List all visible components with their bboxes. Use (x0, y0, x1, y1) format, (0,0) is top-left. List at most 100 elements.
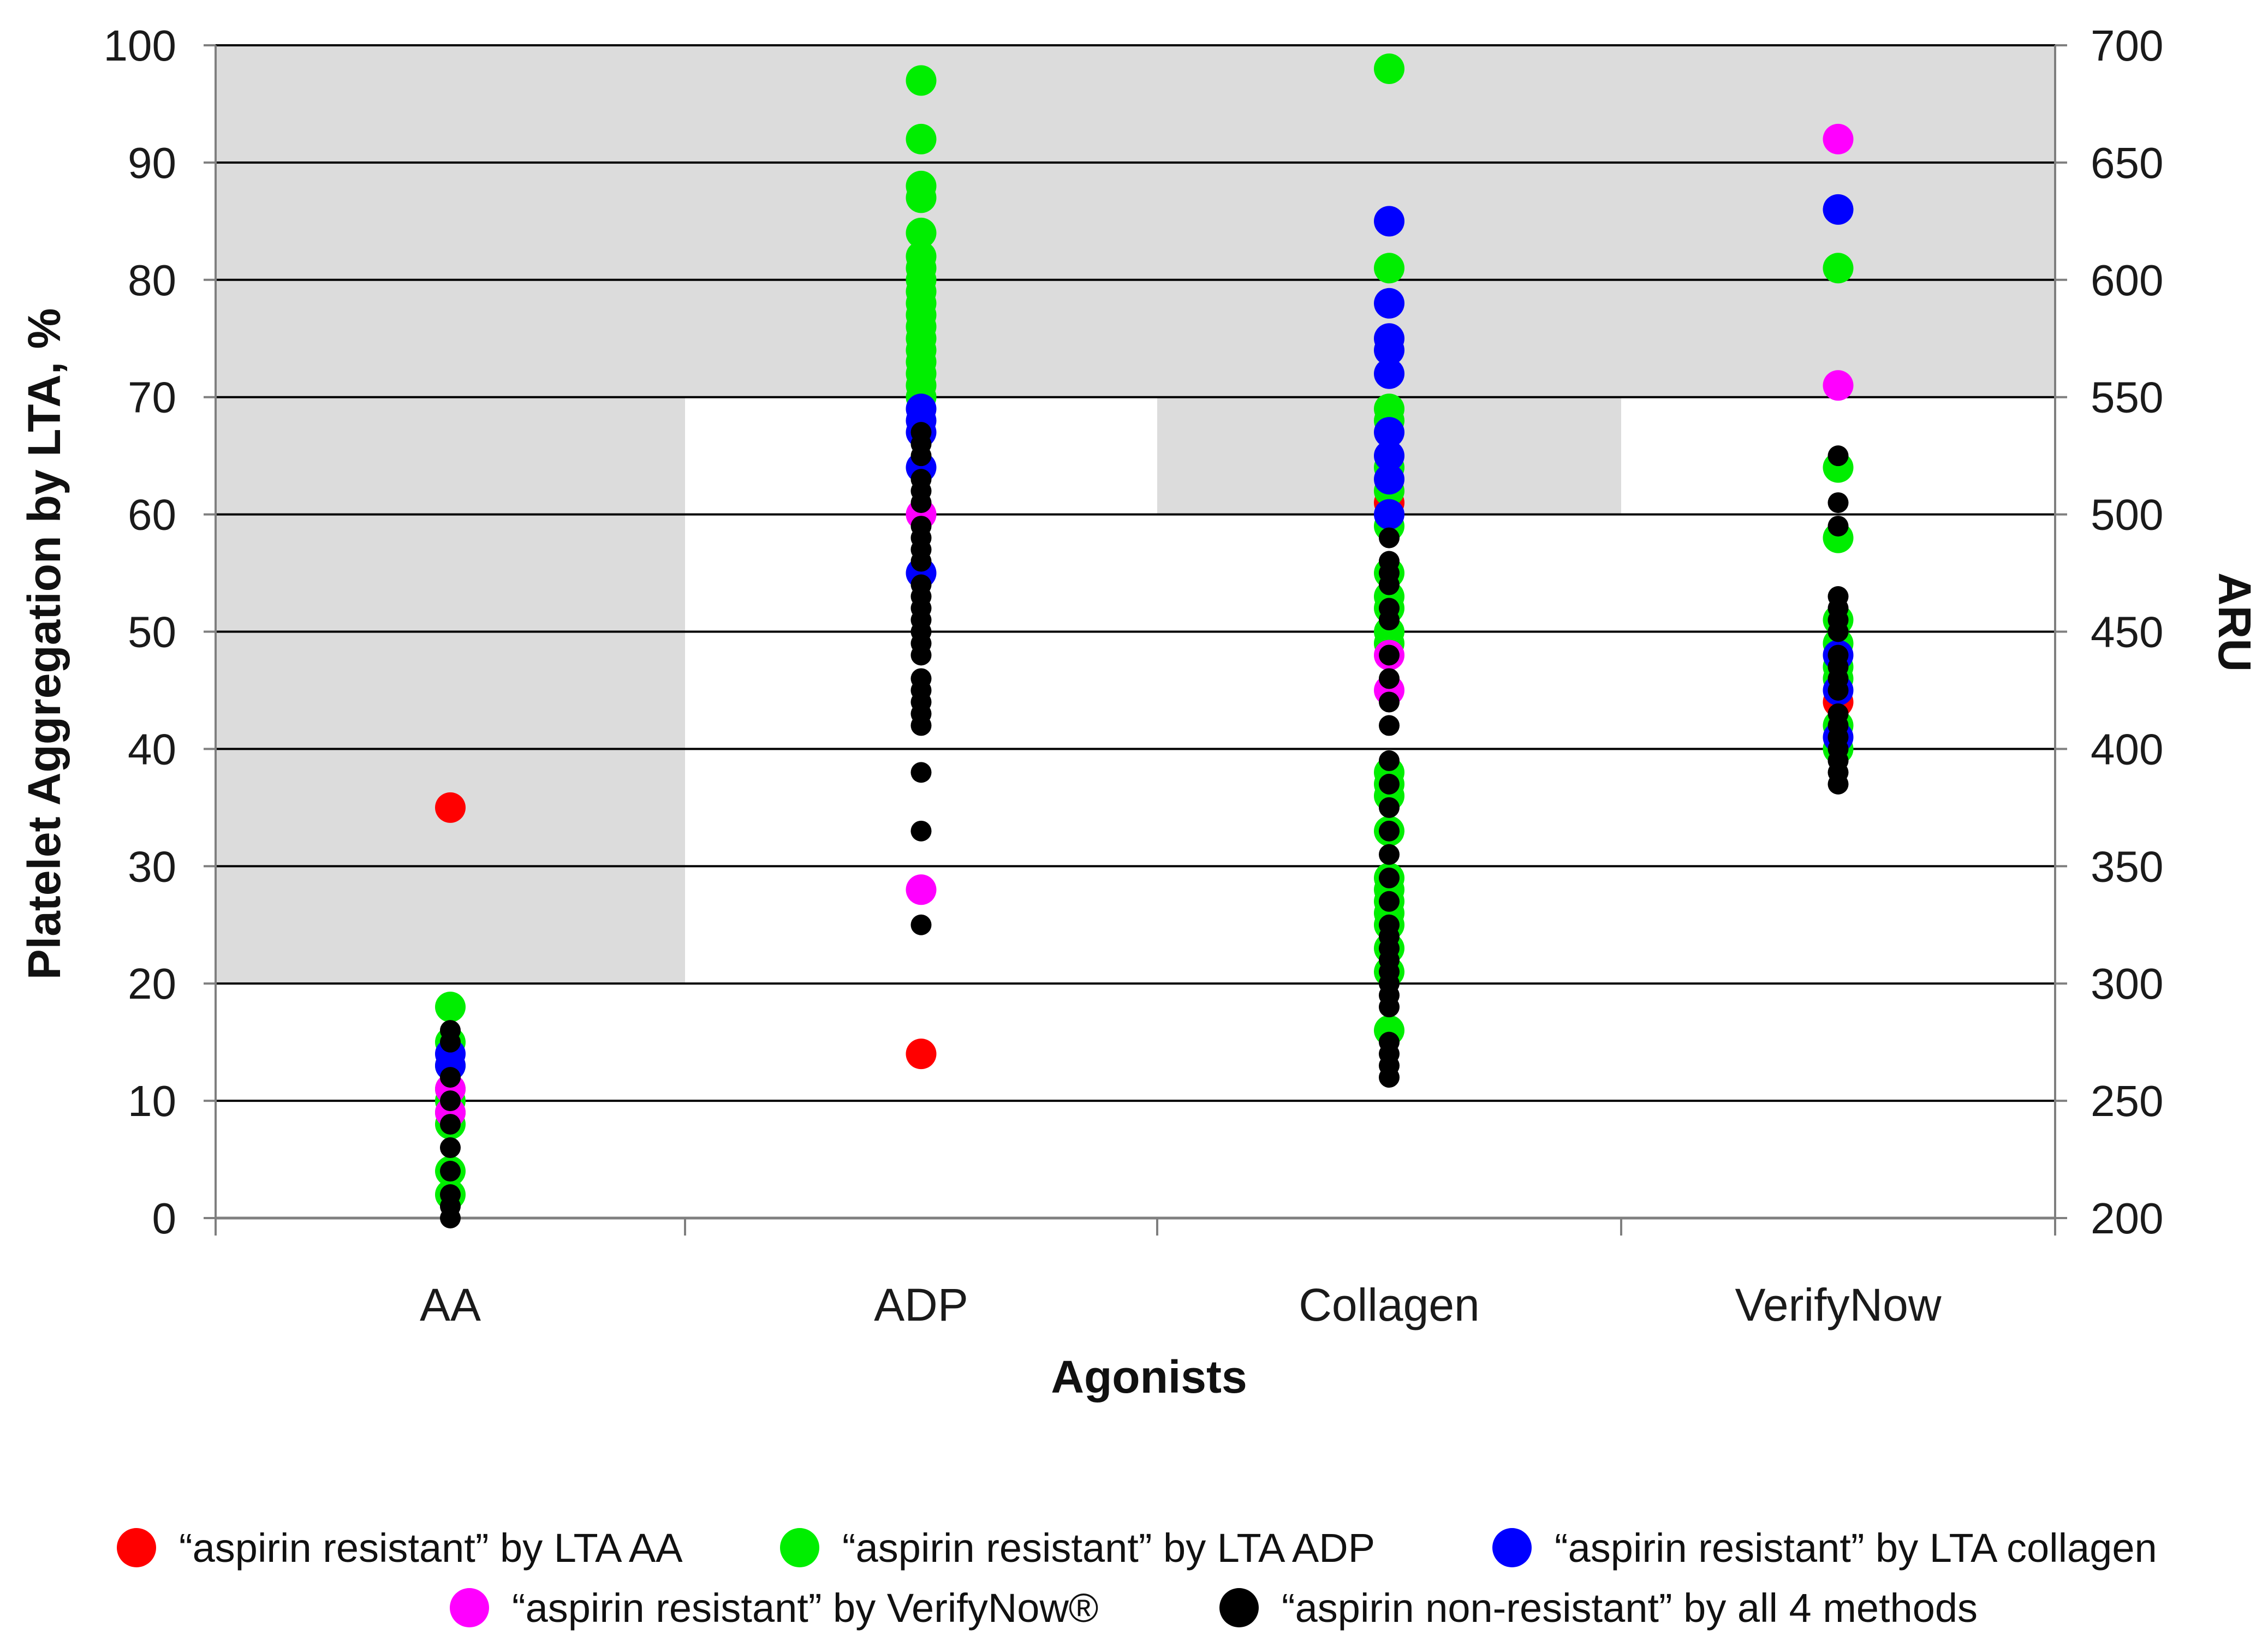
y-tick-label: 60 (128, 491, 176, 539)
y-tick-label: 20 (128, 959, 176, 1008)
axes (204, 44, 2067, 1236)
data-point (906, 1039, 937, 1070)
y2-tick-label: 550 (2091, 373, 2163, 422)
y2-tick-label: 700 (2091, 21, 2163, 70)
legend-item: “aspirin resistant” by VerifyNow® (450, 1585, 1098, 1631)
gridlines (216, 44, 2055, 1219)
data-point (440, 1208, 461, 1228)
legend-label: “aspirin resistant” by LTA ADP (842, 1525, 1375, 1571)
data-point (440, 1137, 461, 1159)
data-point (1374, 358, 1404, 389)
data-point (1823, 123, 1854, 154)
data-point (440, 1090, 461, 1112)
data-point (906, 217, 937, 248)
data-point (440, 1114, 461, 1135)
legend-item: “aspirin resistant” by LTA collagen (1492, 1525, 2157, 1571)
y-axis-title: Platelet Aggregation by LTA, % (19, 308, 70, 980)
y2-tick-label: 450 (2091, 608, 2163, 657)
y-tick-label: 0 (152, 1194, 177, 1243)
data-point (910, 551, 932, 572)
legend-item: “aspirin non-resistant” by all 4 methods (1219, 1585, 1978, 1631)
data-point (906, 65, 937, 96)
data-point (1379, 867, 1400, 888)
data-point (906, 182, 937, 213)
series-4 (440, 422, 1849, 1228)
data-point (910, 645, 932, 666)
y2-axis-title: ARU (2209, 572, 2260, 672)
y-tick-label: 100 (104, 21, 176, 70)
data-point (440, 1067, 461, 1088)
legend-label: “aspirin non-resistant” by all 4 methods (1282, 1585, 1978, 1631)
data-point (1823, 253, 1854, 284)
data-point (910, 445, 932, 467)
data-point (910, 820, 932, 842)
y2-tick-label: 250 (2091, 1077, 2163, 1125)
legend: “aspirin resistant” by LTA AA “aspirin re… (117, 1525, 2157, 1631)
data-point (1379, 844, 1400, 865)
y2-tick-label: 650 (2091, 139, 2163, 187)
data-point (1374, 499, 1404, 530)
y-tick-label: 80 (128, 256, 176, 305)
data-point (1823, 370, 1854, 401)
data-point (1374, 417, 1404, 448)
y2-tick-label: 300 (2091, 959, 2163, 1008)
data-point (1379, 610, 1400, 631)
data-point (1379, 820, 1400, 842)
y2-tick-label: 600 (2091, 256, 2163, 305)
y-tick-label: 40 (128, 725, 176, 773)
data-point (1828, 445, 1849, 467)
data-point (1828, 773, 1849, 795)
data-point (910, 914, 932, 935)
data-point (1828, 679, 1849, 701)
data-point (440, 1031, 461, 1053)
data-point (906, 874, 937, 905)
legend-label: “aspirin resistant” by LTA AA (179, 1525, 683, 1571)
legend-marker (1492, 1528, 1532, 1567)
y2-tick-label: 350 (2091, 842, 2163, 891)
data-point (1374, 440, 1404, 472)
y2-tick-label: 200 (2091, 1194, 2163, 1243)
legend-marker (780, 1528, 819, 1567)
data-point (1828, 492, 1849, 514)
legend-marker (117, 1528, 156, 1567)
x-axis-title: Agonists (1051, 1351, 1247, 1403)
data-point (1374, 206, 1404, 237)
data-point (1828, 516, 1849, 537)
data-point (1823, 194, 1854, 225)
data-point (1374, 253, 1404, 284)
y-tick-label: 70 (128, 373, 176, 422)
y-tick-label: 90 (128, 139, 176, 187)
data-point (1379, 527, 1400, 548)
data-point (435, 992, 466, 1023)
data-point (440, 1161, 461, 1182)
data-point (1374, 464, 1404, 495)
data-point (1379, 574, 1400, 595)
y-tick-label: 30 (128, 842, 176, 891)
data-point (1379, 773, 1400, 795)
data-point (1379, 797, 1400, 818)
data-point (1374, 288, 1404, 319)
data-point (1379, 715, 1400, 736)
data-point (910, 762, 932, 783)
data-point (1379, 668, 1400, 689)
data-point (1374, 53, 1404, 84)
data-point (1379, 645, 1400, 666)
data-point (1828, 621, 1849, 642)
legend-marker (1219, 1588, 1259, 1627)
x-category-label: AA (420, 1279, 481, 1330)
data-point (1374, 335, 1404, 366)
legend-label: “aspirin resistant” by VerifyNow® (512, 1585, 1098, 1631)
x-category-label: ADP (874, 1279, 968, 1330)
data-point (1379, 891, 1400, 912)
x-category-label: VerifyNow (1735, 1279, 1941, 1330)
data-point (906, 123, 937, 154)
legend-item: “aspirin resistant” by LTA ADP (780, 1525, 1375, 1571)
y2-tick-label: 400 (2091, 725, 2163, 773)
legend-marker (450, 1588, 489, 1627)
y2-tick-label: 500 (2091, 491, 2163, 539)
tick-labels: 0 10 20 30 40 50 60 70 80 90 100 200 250 300 350 400 450… (104, 21, 2164, 1330)
data-point (1379, 691, 1400, 713)
y-tick-label: 10 (128, 1077, 176, 1125)
x-category-label: Collagen (1299, 1279, 1480, 1330)
